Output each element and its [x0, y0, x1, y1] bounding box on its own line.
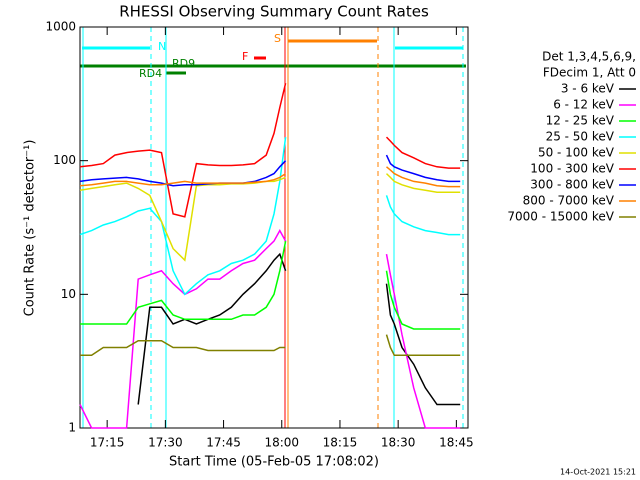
legend-label: 7000 - 15000 keV [507, 210, 614, 224]
state-markers: N S F RD4 RD9 [80, 27, 466, 428]
x-tick-label: 17:45 [206, 436, 241, 450]
y-tick-label: 1000 [45, 20, 76, 34]
annotation: S [274, 32, 281, 45]
x-axis-label: Start Time (05-Feb-05 17:08:02) [169, 455, 379, 470]
x-tick-label: 17:30 [148, 436, 183, 450]
series-line [79, 137, 461, 296]
legend-label: 800 - 7000 keV [523, 194, 615, 208]
footer: 14-Oct-2021 15:21 [560, 468, 636, 477]
series-line [80, 240, 461, 330]
legend-label: 300 - 800 keV [530, 178, 614, 192]
series-line [79, 166, 461, 188]
legend-title: Det 1,3,4,5,6,9, [542, 50, 636, 64]
legend-label: 6 - 12 keV [553, 98, 615, 112]
legend-label: 50 - 100 keV [538, 146, 615, 160]
legend-label: 100 - 300 keV [530, 162, 614, 176]
x-tick-label: 17:15 [90, 436, 125, 450]
legend-label: 12 - 25 keV [546, 114, 615, 128]
y-tick-label: 100 [53, 153, 76, 167]
series-line [80, 334, 461, 357]
legend-label: 25 - 50 keV [546, 130, 615, 144]
series-line [79, 229, 461, 429]
y-tick-label: 1 [68, 421, 76, 435]
legend-label: 3 - 6 keV [561, 82, 615, 96]
annotation: N [158, 40, 166, 53]
plot-frame [79, 26, 469, 429]
x-tick-label: 18:00 [264, 436, 299, 450]
chart-title: RHESSI Observing Summary Count Rates [119, 3, 429, 21]
legend-title: FDecim 1, Att 0 [543, 66, 636, 80]
annotation: RD4 [139, 67, 162, 80]
series-line [79, 83, 461, 218]
x-tick-label: 18:15 [323, 436, 358, 450]
x-tick-label: 18:45 [439, 436, 474, 450]
annotation: RD9 [172, 57, 195, 70]
annotation: F [242, 50, 248, 63]
series-line [79, 154, 461, 187]
y-tick-label: 10 [61, 287, 76, 301]
x-tick-label: 18:30 [381, 436, 416, 450]
series-line [137, 252, 461, 406]
y-axis-label: Count Rate (s⁻¹ detector⁻¹) [23, 140, 38, 317]
